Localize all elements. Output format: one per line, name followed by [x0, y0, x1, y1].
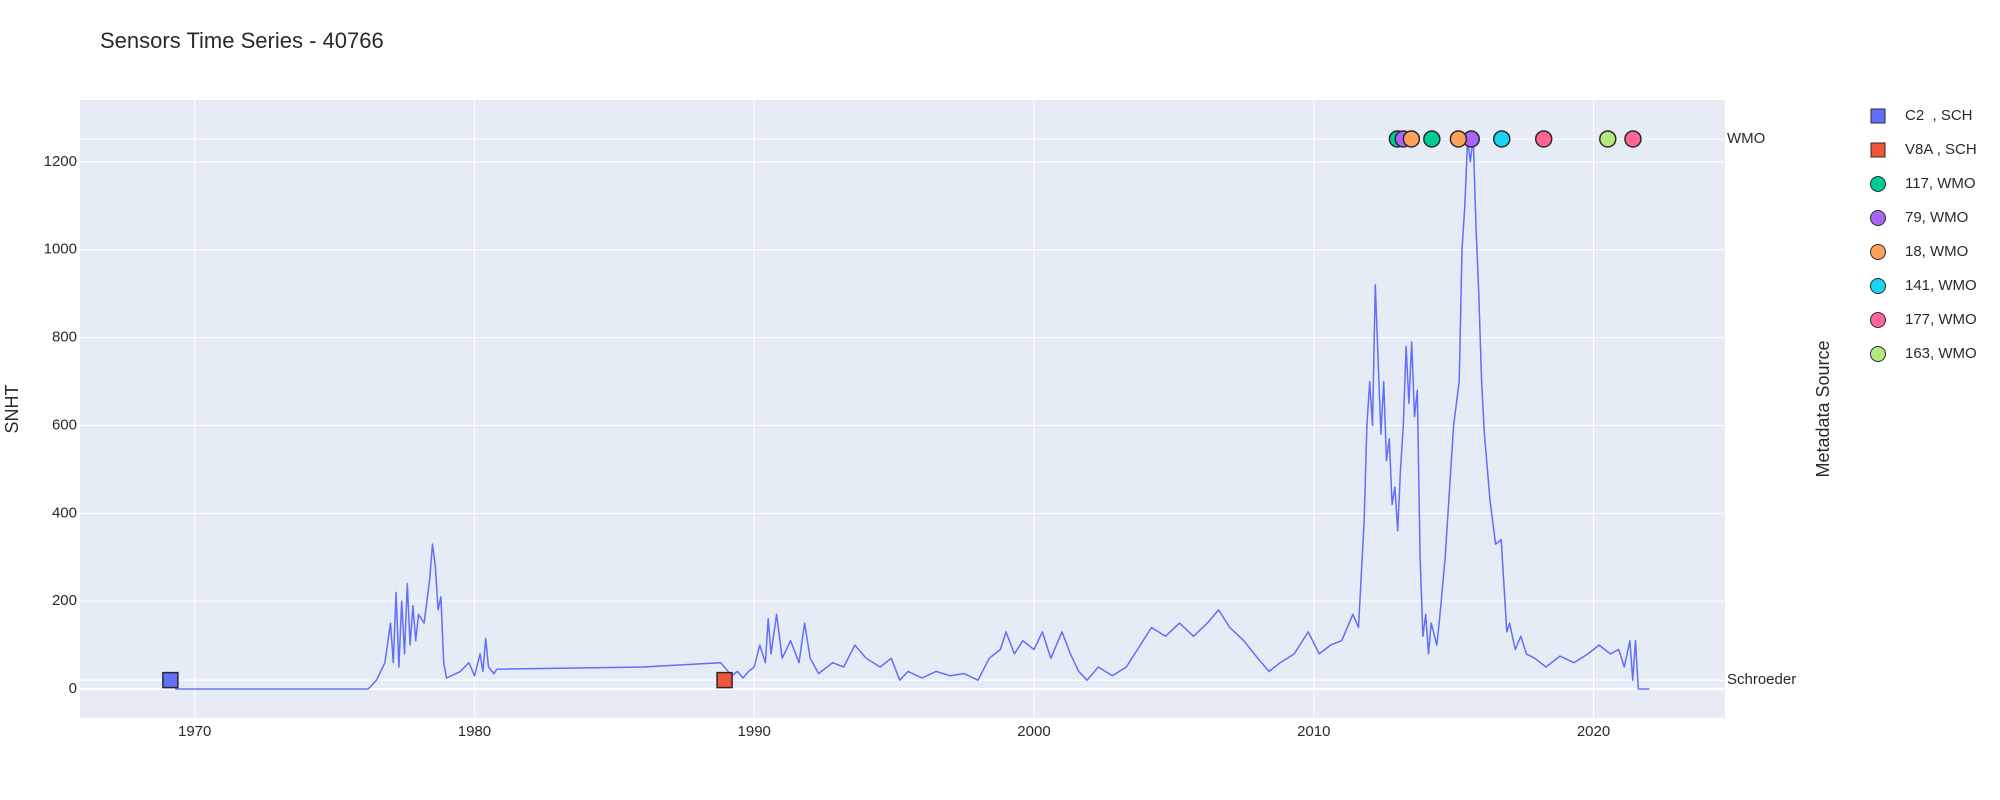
y-tick-label: 800: [52, 329, 77, 346]
y-tick-label: 600: [52, 416, 77, 433]
legend-label[interactable]: 117, WMO: [1905, 175, 1976, 192]
data-line: [175, 134, 1650, 690]
metadata-marker: [1402, 130, 1421, 148]
x-tick-label: 2000: [1017, 723, 1050, 740]
legend-label[interactable]: 18, WMO: [1905, 243, 1968, 260]
legend-symbol: [1870, 142, 1886, 158]
legend-symbol: [1870, 176, 1886, 192]
y2-tick-label: Schroeder: [1727, 671, 1796, 688]
metadata-marker: [716, 671, 733, 689]
legend-symbol: [1870, 278, 1886, 294]
x-tick-label: 1980: [458, 723, 491, 740]
metadata-marker: [162, 671, 179, 689]
y-axis-title: SNHT: [2, 384, 22, 433]
x-tick-label: 1990: [738, 723, 771, 740]
y-tick-label: 400: [52, 504, 77, 521]
metadata-marker: [1599, 130, 1617, 148]
legend-symbol: [1870, 108, 1886, 124]
y-tick-label: 1200: [44, 153, 77, 170]
legend-label[interactable]: 163, WMO: [1905, 345, 1977, 362]
legend-symbol: [1870, 210, 1886, 226]
metadata-marker: [1624, 130, 1642, 148]
plot-area: [80, 100, 1725, 718]
legend-label[interactable]: V8A , SCH: [1905, 141, 1977, 158]
metadata-marker: [1493, 130, 1511, 148]
legend-symbol: [1870, 312, 1886, 328]
legend-label[interactable]: 141, WMO: [1905, 277, 1977, 294]
chart-title: Sensors Time Series - 40766: [100, 28, 384, 53]
legend-label[interactable]: 177, WMO: [1905, 311, 1977, 328]
legend-label[interactable]: 79, WMO: [1905, 209, 1968, 226]
y-tick-label: 0: [69, 680, 77, 697]
legend-symbol: [1870, 346, 1886, 362]
y2-axis-title: Metadata Source: [1813, 340, 1833, 477]
legend-label[interactable]: C2 , SCH: [1905, 107, 1973, 124]
y-tick-label: 200: [52, 592, 77, 609]
metadata-marker: [1534, 130, 1553, 148]
y-tick-label: 1000: [44, 241, 77, 258]
metadata-marker: [1423, 130, 1441, 148]
metadata-marker: [1449, 130, 1468, 148]
x-tick-label: 2020: [1577, 723, 1610, 740]
x-tick-label: 2010: [1297, 723, 1330, 740]
y2-tick-label: WMO: [1727, 130, 1765, 147]
legend-symbol: [1870, 244, 1886, 260]
x-tick-label: 1970: [178, 723, 211, 740]
